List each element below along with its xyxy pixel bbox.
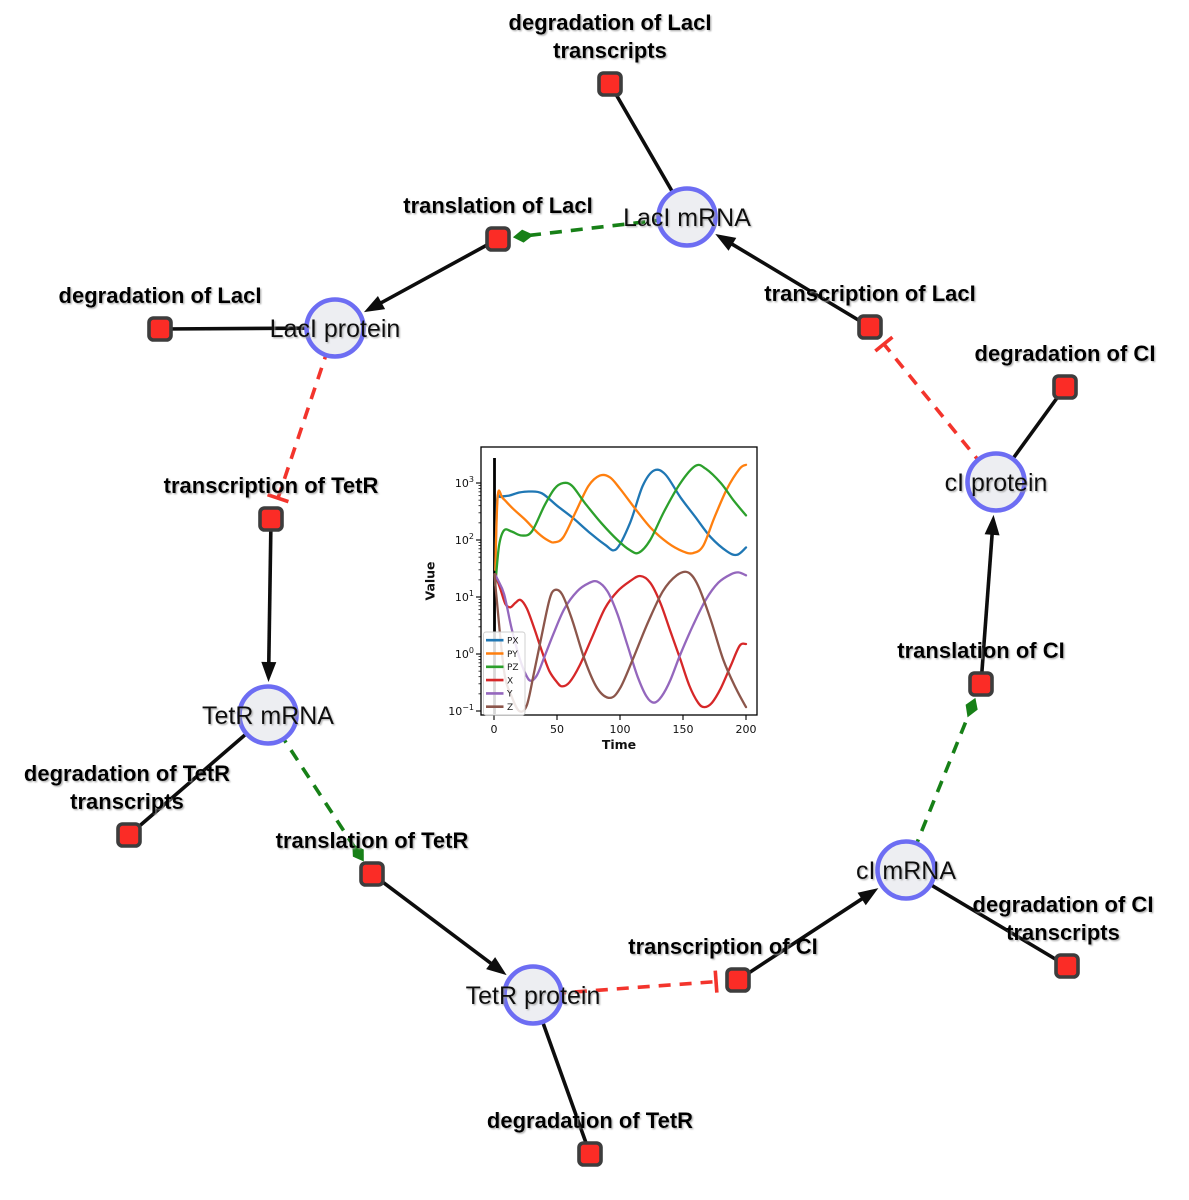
species-label-lacI-mRNA: LacI mRNA: [623, 204, 751, 232]
reaction-label-degradation-of-cI-transcripts-line1: degradation of CI: [973, 892, 1154, 917]
species-nodes-layer: [237, 186, 1027, 1026]
reaction-label-degradation-of-lacI: degradation of LacI: [59, 283, 262, 308]
reaction-node-degradation-of-cI-transcripts: [1054, 953, 1080, 979]
y-tick-label: 10−1: [448, 703, 474, 718]
reaction-node-transcription-of-tetR: [258, 506, 284, 532]
reaction-label-transcription-of-tetR: transcription of TetR: [164, 473, 379, 498]
modifier-arrowhead-translation-of-tetR: [352, 843, 364, 862]
y-tick-label: 103: [455, 475, 474, 490]
series-X: [494, 573, 748, 709]
reaction-label-degradation-of-lacI-transcripts-line2: transcripts: [553, 38, 667, 63]
reaction-node-transcription-of-cI: [725, 967, 751, 993]
species-node-tetR-protein: [502, 964, 564, 1026]
plot-titles: Time Value: [423, 561, 637, 752]
legend-label-Y: Y: [506, 690, 513, 700]
inhibition-tee-transcription-of-tetR: [266, 492, 289, 504]
reaction-node-translation-of-tetR: [359, 861, 385, 887]
arrowhead-cI-mRNA: [857, 888, 879, 906]
inset-plot: 10−1 100 101 102 103 0 50 100 150 200 PX PY PZ XYZ T…: [423, 446, 758, 752]
modifier-arrowhead-translation-of-cI: [965, 697, 978, 718]
reaction-node-transcription-of-lacI: [857, 314, 883, 340]
y-tick-label: 101: [455, 589, 474, 604]
legend-label-PZ: PZ: [507, 663, 519, 673]
reaction-node-degradation-of-tetR: [577, 1141, 603, 1167]
reaction-node-degradation-of-tetR-transcripts: [116, 822, 142, 848]
series-PX: [494, 468, 748, 571]
modifier-arrowhead-translation-of-lacI: [512, 229, 534, 243]
plot-legend: PX PY PZ XYZ: [483, 631, 526, 716]
series-PZ: [494, 463, 748, 587]
arrowhead-tetR-protein: [486, 957, 507, 976]
reaction-nodes-layer: [116, 71, 1080, 1167]
x-tick-label: 50: [550, 723, 564, 736]
series-PY: [494, 463, 748, 571]
reaction-label-degradation-of-tetR-transcripts-line1: degradation of TetR: [24, 761, 230, 786]
edge-production-translation-of-lacI-lacI-protein: [378, 237, 499, 306]
reaction-node-translation-of-lacI: [485, 226, 511, 252]
reaction-label-transcription-of-cI: transcription of CI: [628, 934, 817, 959]
species-label-tetR-protein: TetR protein: [466, 982, 601, 1010]
reaction-label-transcription-of-lacI: transcription of LacI: [764, 281, 975, 306]
species-labels-layer: LacI mRNA LacI protein TetR mRNA TetR prote…: [202, 204, 1047, 1010]
species-label-cI-mRNA: cI mRNA: [856, 857, 956, 885]
legend-label-X: X: [507, 676, 513, 686]
x-axis-title: Time: [602, 737, 636, 752]
arrowhead-lacI-mRNA: [715, 234, 737, 251]
inhibition-tee-transcription-of-lacI: [874, 335, 894, 353]
plot-frame: [480, 446, 758, 716]
arrowhead-tetR-mRNA: [261, 661, 277, 683]
species-label-lacI-protein: LacI protein: [270, 315, 401, 343]
edge-production-transcription-of-tetR-tetR-mRNA: [266, 518, 273, 665]
reaction-label-translation-of-lacI: translation of LacI: [403, 193, 592, 218]
species-label-cI-protein: cI protein: [945, 469, 1048, 497]
species-node-lacI-protein: [304, 297, 366, 359]
arrowhead-cI-protein: [984, 514, 1000, 536]
arrowhead-lacI-protein: [363, 296, 386, 313]
edge-production-translation-of-cI-cI-protein: [979, 532, 995, 685]
x-tick-label: 0: [491, 723, 498, 736]
reaction-labels-layer: degradation of LacI transcripts translatio…: [24, 10, 1156, 1133]
reaction-label-translation-of-cI: translation of CI: [897, 638, 1064, 663]
species-node-cI-protein: [965, 451, 1027, 513]
y-tick-label: 102: [455, 532, 474, 547]
x-tick-label: 150: [673, 723, 694, 736]
edge-consumption-cI-mRNA-degradation-of-cI-transcripts: [905, 868, 1068, 968]
reaction-node-translation-of-cI: [968, 671, 994, 697]
x-tick-label: 100: [610, 723, 631, 736]
species-label-tetR-mRNA: TetR mRNA: [202, 702, 334, 730]
reaction-node-degradation-of-lacI-transcripts: [597, 71, 623, 97]
reaction-node-degradation-of-cI: [1052, 374, 1078, 400]
legend-label-PY: PY: [507, 650, 518, 660]
legend-label-PX: PX: [507, 637, 519, 647]
legend-label-Z: Z: [507, 703, 513, 713]
reaction-label-degradation-of-cI-transcripts-line2: transcripts: [1006, 920, 1120, 945]
inhibition-tee-transcription-of-cI: [713, 970, 719, 993]
reaction-label-degradation-of-tetR: degradation of TetR: [487, 1108, 693, 1133]
edge-production-transcription-of-lacI-lacI-mRNA: [729, 241, 871, 329]
species-node-tetR-mRNA: [237, 684, 299, 746]
reaction-label-translation-of-tetR: translation of TetR: [276, 828, 469, 853]
edge-production-translation-of-tetR-tetR-protein: [370, 872, 494, 966]
species-node-cI-mRNA: [875, 839, 937, 901]
y-tick-label: 100: [455, 646, 474, 661]
legend-box: [483, 631, 526, 716]
reaction-label-degradation-of-cI: degradation of CI: [975, 341, 1156, 366]
reaction-label-degradation-of-lacI-transcripts-line1: degradation of LacI: [509, 10, 712, 35]
edge-production-transcription-of-cI-cI-mRNA: [737, 896, 865, 982]
reaction-node-degradation-of-lacI: [147, 316, 173, 342]
species-node-lacI-mRNA: [656, 186, 718, 248]
x-tick-label: 200: [736, 723, 757, 736]
reaction-label-degradation-of-tetR-transcripts-line2: transcripts: [70, 789, 184, 814]
y-axis-title: Value: [423, 561, 438, 600]
